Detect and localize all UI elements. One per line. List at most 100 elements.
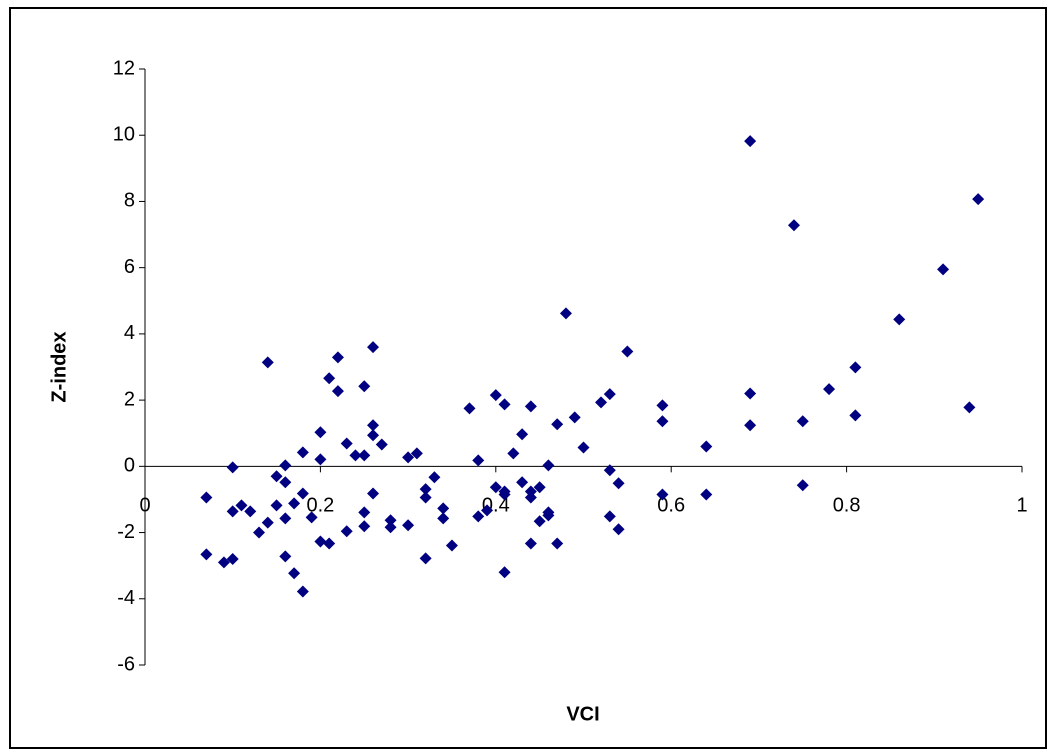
x-tick-label: 1	[1016, 495, 1027, 517]
data-point	[787, 219, 800, 232]
data-point	[279, 550, 292, 563]
data-point	[217, 556, 230, 569]
data-point	[542, 459, 555, 472]
data-point	[226, 461, 239, 474]
data-point	[744, 135, 757, 148]
data-point	[358, 449, 371, 462]
data-point	[437, 512, 450, 525]
data-point	[288, 567, 301, 580]
data-point	[481, 504, 494, 517]
x-tick-label: 0	[139, 495, 150, 517]
data-point	[568, 411, 581, 424]
data-point	[498, 398, 511, 411]
data-point	[314, 426, 327, 439]
data-point	[603, 388, 616, 401]
data-point	[937, 263, 950, 276]
data-point	[516, 428, 529, 441]
data-point	[367, 487, 380, 500]
data-point	[849, 361, 862, 374]
data-point	[656, 415, 669, 428]
data-point	[603, 510, 616, 523]
data-point	[375, 438, 388, 451]
data-point	[314, 453, 327, 466]
data-point	[577, 441, 590, 454]
y-tick-label: -6	[117, 653, 135, 675]
data-point	[253, 526, 266, 539]
data-point	[700, 440, 713, 453]
data-point	[340, 525, 353, 538]
x-axis-title: VCI	[566, 703, 599, 725]
data-point	[551, 418, 564, 431]
data-point	[402, 519, 415, 532]
y-tick-label: 4	[124, 322, 135, 344]
data-point	[516, 476, 529, 489]
data-point	[226, 553, 239, 566]
y-tick-label: 2	[124, 388, 135, 410]
x-tick-label: 0.2	[306, 495, 334, 517]
data-point	[893, 313, 906, 326]
data-point	[533, 515, 546, 528]
data-point	[428, 471, 441, 484]
data-point	[323, 372, 336, 385]
data-point	[340, 437, 353, 450]
data-point	[410, 447, 423, 460]
data-point	[296, 487, 309, 500]
y-tick-label: -4	[117, 587, 135, 609]
data-point	[296, 446, 309, 459]
data-point	[270, 470, 283, 483]
data-point	[235, 499, 248, 512]
data-point	[305, 511, 318, 524]
data-point	[524, 400, 537, 413]
data-point	[603, 464, 616, 477]
data-point	[288, 497, 301, 510]
data-point	[279, 476, 292, 489]
data-point	[261, 516, 274, 529]
data-point	[419, 552, 432, 565]
data-point	[226, 505, 239, 518]
data-point	[656, 399, 669, 412]
data-point	[612, 523, 625, 536]
data-point	[551, 537, 564, 550]
data-point	[489, 481, 502, 494]
data-point	[358, 506, 371, 519]
x-tick-label: 0.6	[657, 495, 685, 517]
data-point	[419, 483, 432, 496]
data-point	[367, 341, 380, 354]
data-point	[963, 401, 976, 414]
data-point	[489, 389, 502, 402]
data-point	[200, 548, 213, 561]
data-point	[472, 454, 485, 467]
data-point	[656, 488, 669, 501]
data-point	[507, 447, 520, 460]
data-point	[384, 514, 397, 527]
data-point	[261, 356, 274, 369]
data-point	[533, 481, 546, 494]
data-point	[744, 387, 757, 400]
chart-frame	[9, 7, 1047, 749]
data-point	[296, 585, 309, 598]
data-point	[270, 499, 283, 512]
data-point	[849, 409, 862, 422]
data-point	[972, 193, 985, 206]
data-point	[279, 459, 292, 472]
data-point	[463, 402, 476, 415]
y-tick-label: 10	[113, 124, 135, 146]
data-point	[402, 451, 415, 464]
data-point	[445, 539, 458, 552]
data-point	[524, 537, 537, 550]
data-point	[524, 491, 537, 504]
data-point	[419, 491, 432, 504]
y-tick-label: 12	[113, 57, 135, 79]
y-tick-label: -2	[117, 521, 135, 543]
data-point	[498, 566, 511, 579]
y-tick-label: 8	[124, 190, 135, 212]
data-point	[744, 419, 757, 432]
data-point	[244, 505, 257, 518]
data-point	[279, 512, 292, 525]
data-point	[314, 535, 327, 548]
data-point	[367, 419, 380, 432]
data-point	[595, 396, 608, 409]
data-point	[498, 485, 511, 498]
data-point	[621, 345, 634, 358]
